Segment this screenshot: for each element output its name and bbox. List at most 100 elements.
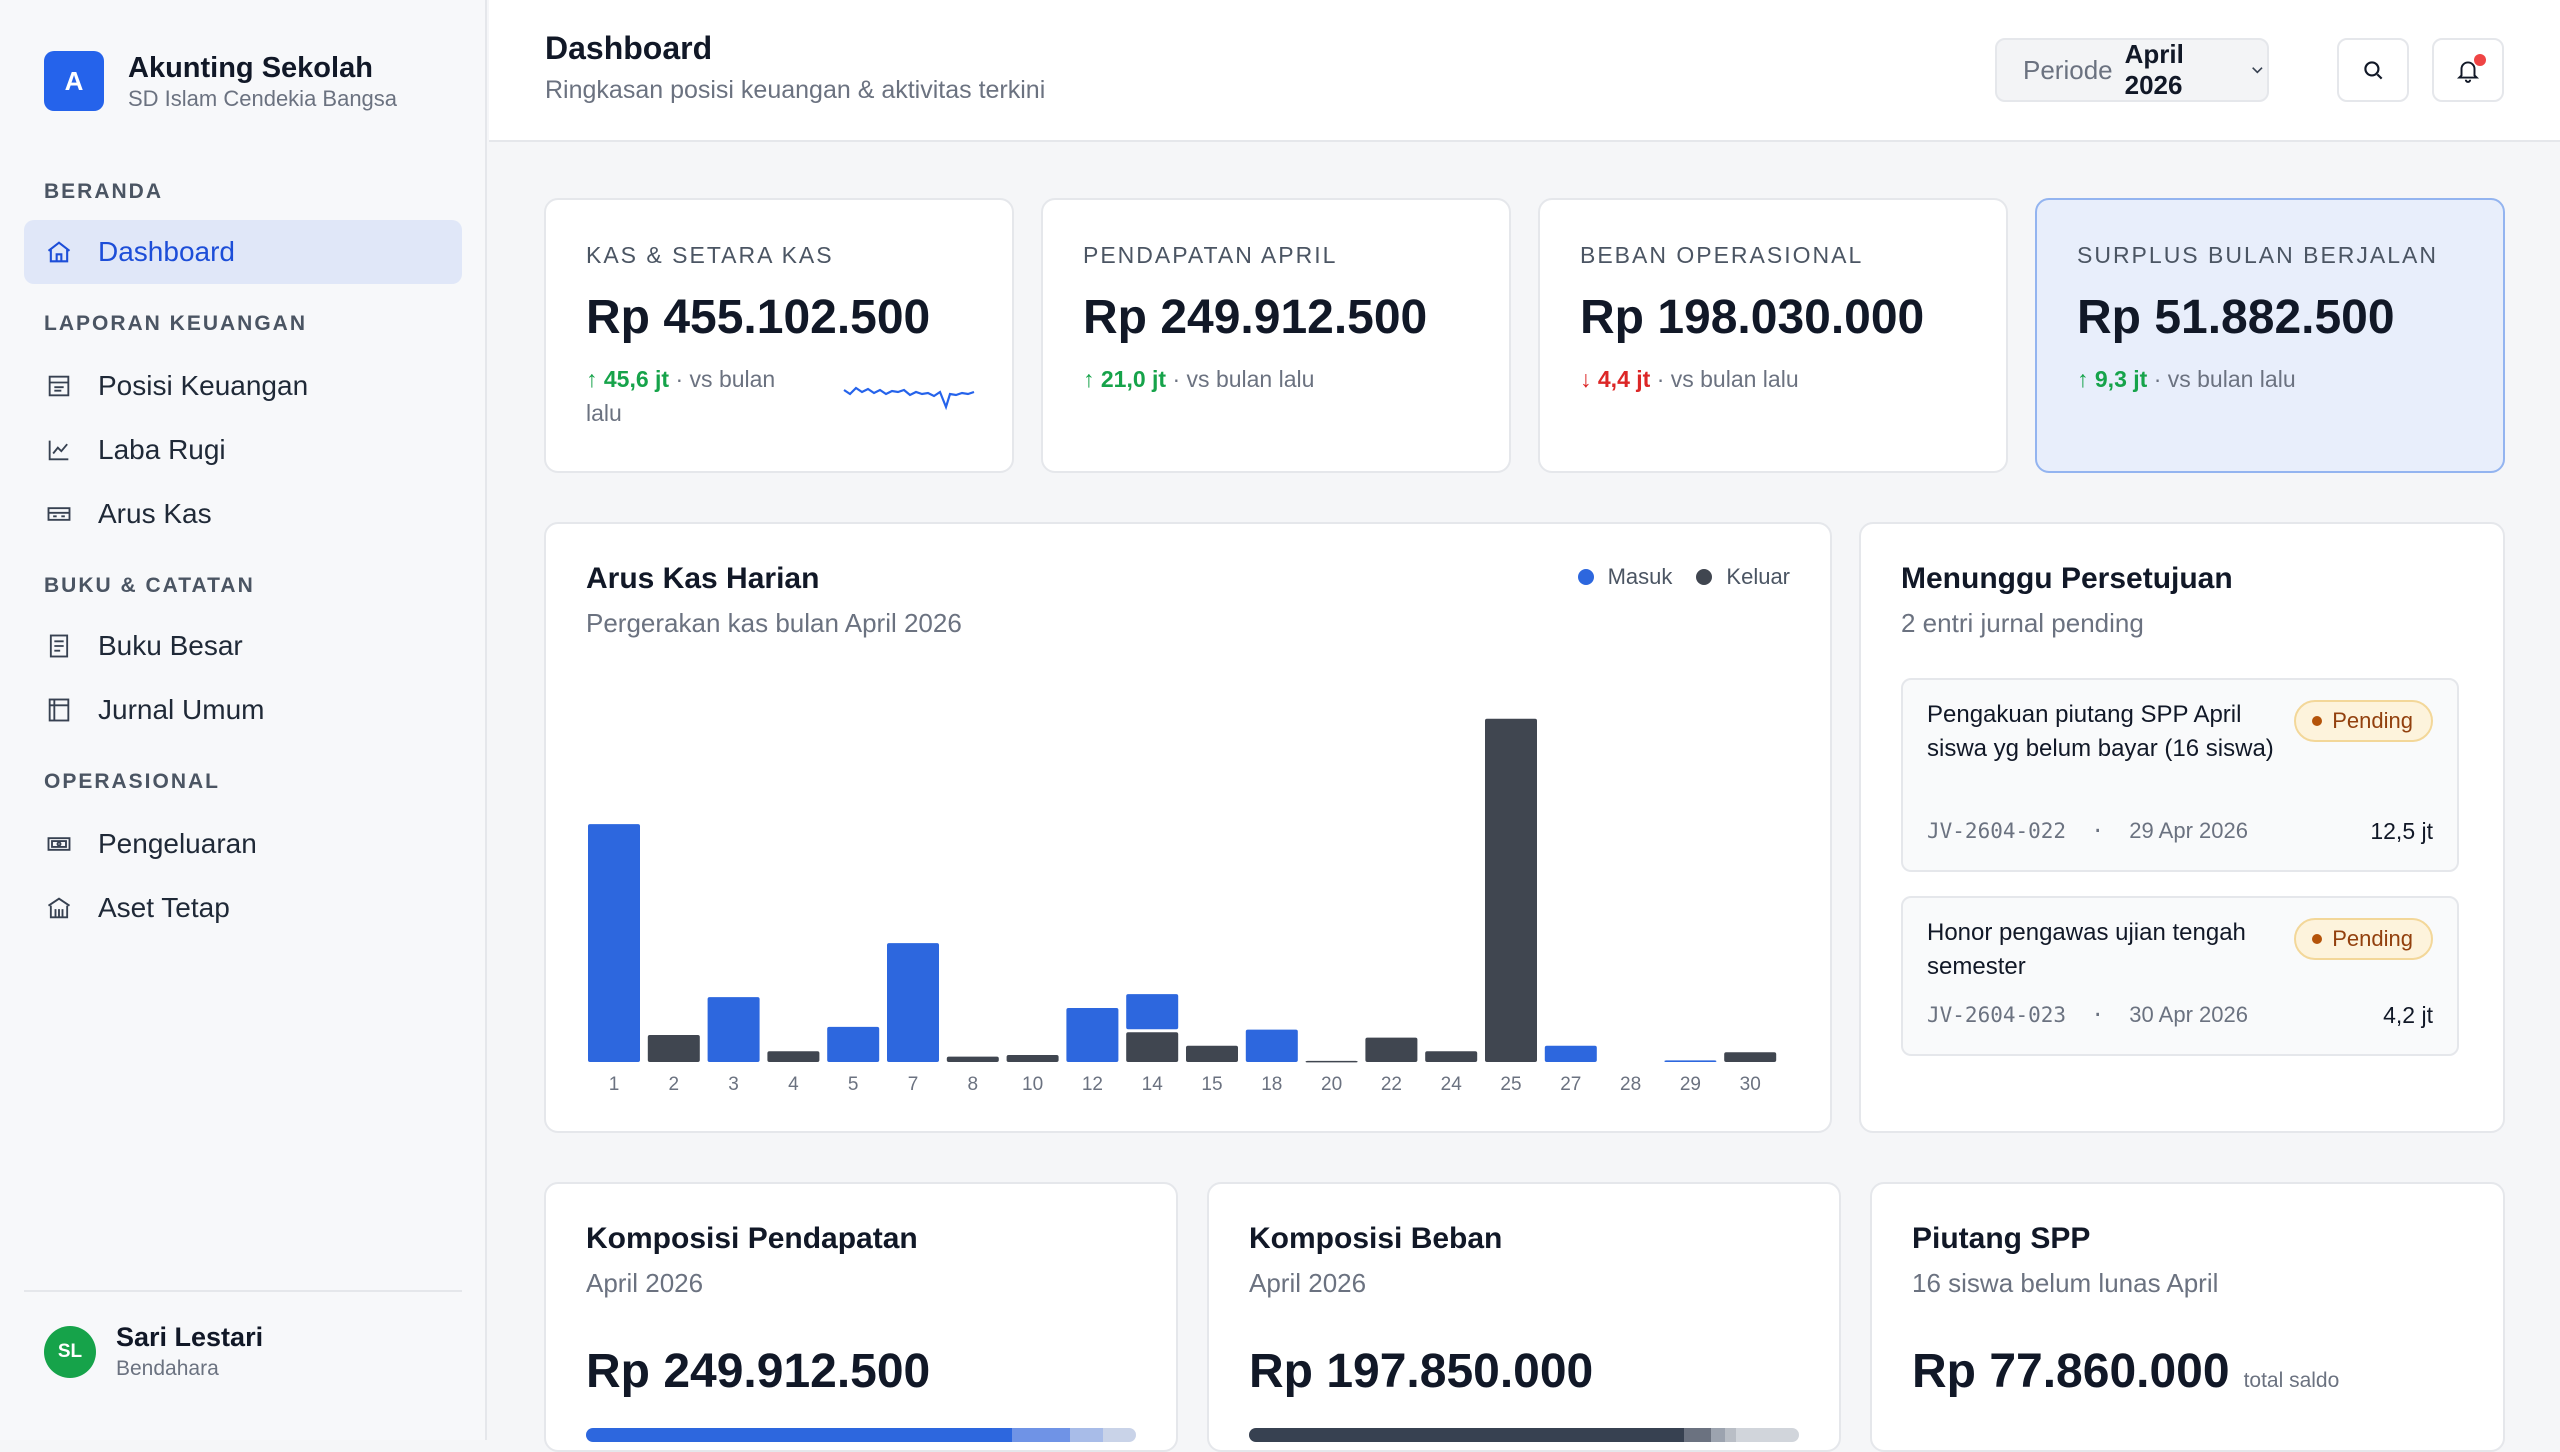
legend-item-masuk: Masuk (1577, 564, 1673, 590)
balance-sheet-icon (44, 371, 74, 401)
ledger-icon (44, 631, 74, 661)
bar-keluar-22[interactable] (1365, 1037, 1418, 1062)
kpi-card-pendapatan[interactable]: PENDAPATAN APRIL Rp 249.912.500 ↑ 21,0 j… (1041, 198, 1511, 473)
x-tick-label: 29 (1680, 1074, 1701, 1095)
header: Dashboard Ringkasan posisi keuangan & ak… (489, 0, 2560, 142)
bar-keluar-4[interactable] (767, 1051, 820, 1062)
bar-keluar-30[interactable] (1724, 1052, 1777, 1062)
receivables-title: Piutang SPP (1912, 1222, 2091, 1255)
sidebar-item-dashboard[interactable]: Dashboard (24, 220, 462, 284)
bar-masuk-1[interactable] (588, 824, 640, 1062)
bar-keluar-10[interactable] (1006, 1054, 1059, 1062)
legend-label: Masuk (1607, 564, 1673, 589)
kpi-delta-suffix: · vs bulan lalu (586, 366, 776, 426)
bar-masuk-3[interactable] (707, 997, 760, 1062)
chevron-down-icon (2252, 67, 2263, 74)
search-icon (2364, 61, 2383, 80)
expense-stacked-bar (1249, 1428, 1799, 1442)
sidebar-item-label: Buku Besar (98, 630, 243, 661)
status-badge: Pending (2294, 918, 2433, 960)
composition-segment (1249, 1428, 1684, 1442)
sidebar-item-buku-besar[interactable]: Buku Besar (24, 614, 462, 678)
bar-masuk-7[interactable] (887, 943, 939, 1062)
arrow-down-icon: ↓ (1580, 366, 1598, 392)
kpi-delta-value: 21,0 jt (1100, 366, 1167, 392)
receivables-total: Rp 77.860.000 total saldo (1912, 1344, 2339, 1399)
bar-keluar-25[interactable] (1485, 718, 1537, 1062)
revenue-subtitle: April 2026 (586, 1268, 704, 1298)
bar-masuk-12[interactable] (1066, 1007, 1119, 1062)
sidebar-item-label: Aset Tetap (98, 892, 230, 923)
composition-segment (586, 1428, 1013, 1442)
user-name: Sari Lestari (116, 1322, 264, 1352)
user-profile[interactable]: SL Sari Lestari Bendahara (44, 1320, 263, 1384)
bar-masuk-18[interactable] (1245, 1029, 1298, 1062)
kpi-card-beban[interactable]: BEBAN OPERASIONAL Rp 198.030.000 ↓ 4,4 j… (1538, 198, 2008, 473)
sidebar-item-pengeluaran[interactable]: Pengeluaran (24, 812, 462, 876)
sidebar-item-arus-kas[interactable]: Arus Kas (24, 482, 462, 546)
page-title: Dashboard (545, 30, 713, 66)
sidebar-item-laba-rugi[interactable]: Laba Rugi (24, 418, 462, 482)
revenue-title: Komposisi Pendapatan (586, 1222, 918, 1255)
avatar: SL (44, 1326, 96, 1378)
sidebar-item-label: Posisi Keuangan (98, 370, 309, 401)
sparkline (843, 386, 975, 411)
brand-logo: A (44, 51, 104, 111)
notifications-button[interactable] (2432, 38, 2504, 102)
x-tick-label: 4 (788, 1074, 799, 1095)
kpi-label: BEBAN OPERASIONAL (1580, 242, 1864, 268)
banknote-icon (44, 829, 74, 859)
x-tick-label: 7 (908, 1074, 919, 1095)
kpi-card-surplus[interactable]: SURPLUS BULAN BERJALAN Rp 51.882.500 ↑ 9… (2035, 198, 2505, 473)
revenue-composition-card: Komposisi Pendapatan April 2026 Rp 249.9… (544, 1182, 1178, 1452)
x-tick-label: 30 (1740, 1074, 1761, 1095)
x-tick-label: 15 (1201, 1074, 1222, 1095)
bar-masuk-14[interactable] (1126, 994, 1179, 1030)
sidebar-item-label: Dashboard (98, 236, 235, 267)
approval-item[interactable]: Honor pengawas ujian tengah semester Pen… (1901, 896, 2459, 1056)
sidebar-divider (24, 1290, 462, 1292)
approval-meta: JV-2604-023 · 30 Apr 2026 (1927, 1002, 2248, 1027)
sidebar-item-posisi-keuangan[interactable]: Posisi Keuangan (24, 354, 462, 418)
brand[interactable]: A Akunting Sekolah SD Islam Cendekia Ban… (44, 50, 397, 112)
cashflow-card: Arus Kas Harian Pergerakan kas bulan Apr… (544, 522, 1832, 1133)
kpi-card-kas[interactable]: KAS & SETARA KAS Rp 455.102.500 ↑ 45,6 j… (544, 198, 1014, 473)
x-tick-label: 1 (609, 1074, 620, 1095)
approvals-card: Menunggu Persetujuan 2 entri jurnal pend… (1859, 522, 2505, 1133)
kpi-delta-suffix: · vs bulan lalu (1166, 366, 1315, 392)
kpi-delta: ↑ 21,0 jt · vs bulan lalu (1083, 362, 1314, 396)
kpi-value: Rp 455.102.500 (586, 291, 931, 344)
building-icon (44, 893, 74, 923)
kpi-value: Rp 198.030.000 (1580, 291, 1925, 344)
composition-segment (1735, 1428, 1799, 1442)
brand-title: Akunting Sekolah (128, 52, 373, 84)
bar-keluar-14[interactable] (1126, 1032, 1179, 1062)
approval-ref: JV-2604-023 (1927, 1003, 2067, 1027)
bar-keluar-2[interactable] (647, 1034, 700, 1062)
bar-keluar-15[interactable] (1186, 1045, 1238, 1062)
approval-item[interactable]: Pengakuan piutang SPP April siswa yg bel… (1901, 678, 2459, 872)
x-tick-label: 24 (1441, 1074, 1463, 1095)
expense-title: Komposisi Beban (1249, 1222, 1503, 1255)
receivables-note: total saldo (2243, 1369, 2340, 1392)
bar-keluar-24[interactable] (1425, 1051, 1478, 1062)
bar-masuk-29[interactable] (1664, 1060, 1717, 1062)
legend-label: Keluar (1726, 564, 1790, 589)
cashflow-subtitle: Pergerakan kas bulan April 2026 (586, 608, 962, 638)
approval-title: Honor pengawas ujian tengah semester (1927, 919, 2246, 980)
search-button[interactable] (2337, 38, 2409, 102)
sidebar-item-aset-tetap[interactable]: Aset Tetap (24, 876, 462, 940)
bar-keluar-8[interactable] (946, 1056, 999, 1062)
home-icon (44, 237, 74, 267)
bar-keluar-20[interactable] (1305, 1060, 1358, 1063)
receivables-subtitle: 16 siswa belum lunas April (1912, 1268, 2219, 1298)
approval-title: Pengakuan piutang SPP April siswa yg bel… (1927, 701, 2274, 762)
bar-masuk-5[interactable] (827, 1026, 880, 1062)
sidebar-item-jurnal-umum[interactable]: Jurnal Umum (24, 678, 462, 742)
bar-masuk-27[interactable] (1544, 1045, 1597, 1062)
x-tick-label: 5 (848, 1074, 859, 1095)
x-tick-label: 27 (1560, 1074, 1581, 1095)
approvals-title: Menunggu Persetujuan (1901, 562, 2233, 595)
period-value: April 2026 (2124, 39, 2184, 100)
period-select[interactable]: Periode April 2026 (1995, 38, 2269, 102)
